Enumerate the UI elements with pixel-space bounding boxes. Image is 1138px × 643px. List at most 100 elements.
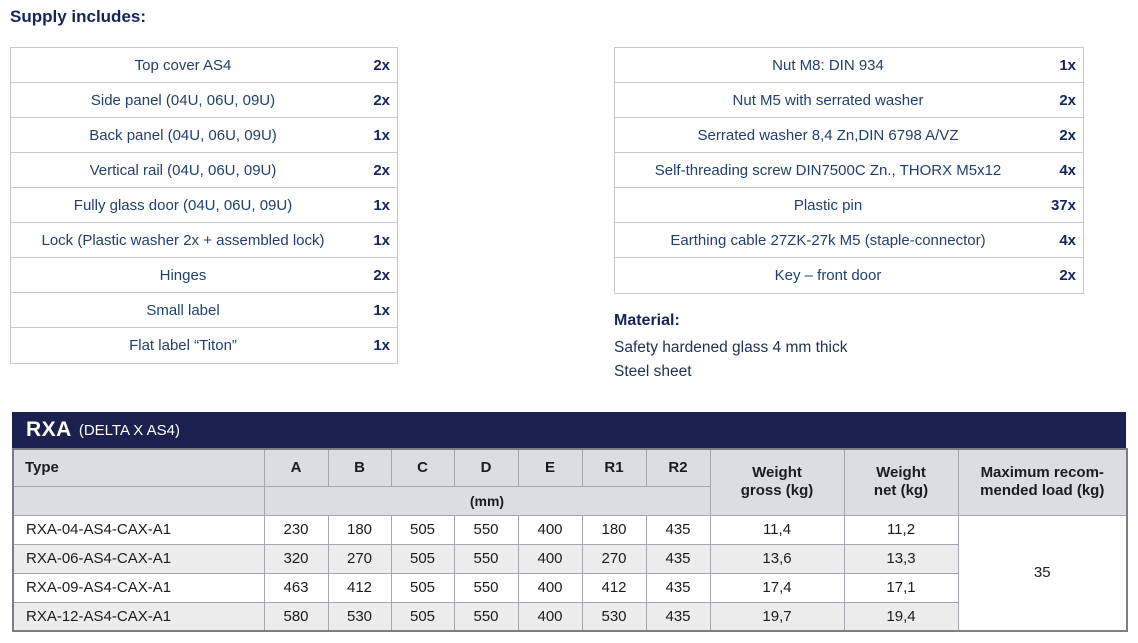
supply-row: Earthing cable 27ZK-27k M5 (staple-conne… — [615, 223, 1083, 258]
cell-weight-gross: 17,4 — [709, 572, 845, 603]
supply-item-label: Flat label “Titon” — [129, 337, 237, 354]
cell-r1: 180 — [581, 514, 647, 545]
supply-item-label: Nut M5 with serrated washer — [732, 91, 924, 109]
cell-d: 550 — [453, 543, 519, 574]
supply-table-left: Top cover AS4 2x Side panel (04U, 06U, 0… — [10, 47, 398, 364]
spec-section: RXA (DELTA X AS4) Type A B C D E R1 R2 — [12, 412, 1128, 632]
supply-item-label: Side panel (04U, 06U, 09U) — [90, 91, 276, 109]
weight-net-line1: Weight — [876, 464, 926, 482]
col-header-r2: R2 — [645, 448, 711, 487]
supply-item-qty: 2x — [1059, 267, 1076, 284]
cell-type: RXA-06-AS4-CAX-A1 — [12, 543, 265, 574]
cell-c: 505 — [390, 601, 455, 632]
supply-item-label: Earthing cable 27ZK-27k M5 (staple-conne… — [670, 231, 986, 249]
material-line: Safety hardened glass 4 mm thick — [614, 339, 848, 356]
spec-table: Type A B C D E R1 R2 Weight gross (kg) We… — [12, 448, 1128, 632]
cell-r2: 435 — [645, 514, 711, 545]
supply-item-label: Back panel (04U, 06U, 09U) — [89, 126, 277, 144]
cell-r2: 435 — [645, 601, 711, 632]
supply-item-qty: 2x — [1059, 126, 1076, 144]
spec-header-row: Type A B C D E R1 R2 Weight gross (kg) We… — [12, 448, 1128, 516]
cell-c: 505 — [390, 572, 455, 603]
col-header-weight-net: Weight net (kg) — [843, 448, 959, 516]
cell-r1: 530 — [581, 601, 647, 632]
supply-item-qty: 4x — [1059, 161, 1076, 179]
col-header-weight-gross: Weight gross (kg) — [709, 448, 845, 516]
supply-item-label: Fully glass door (04U, 06U, 09U) — [73, 196, 293, 214]
cell-e: 400 — [517, 601, 583, 632]
cell-a: 230 — [263, 514, 329, 545]
col-header-max-load: Maximum recom-mended load (kg) — [957, 448, 1128, 516]
supply-row: Flat label “Titon” 1x — [11, 328, 397, 363]
supply-item-qty: 2x — [373, 56, 390, 74]
supply-item-label: Nut M8: DIN 934 — [772, 56, 884, 74]
supply-row: Key – front door 2x — [615, 258, 1083, 293]
cell-c: 505 — [390, 543, 455, 574]
unit-row-empty-cell — [12, 485, 265, 516]
supply-row: Fully glass door (04U, 06U, 09U) 1x — [11, 188, 397, 223]
cell-r2: 435 — [645, 572, 711, 603]
cell-d: 550 — [453, 514, 519, 545]
spec-row: RXA-12-AS4-CAX-A1 580 530 505 550 400 53… — [12, 601, 1127, 632]
supply-row: Vertical rail (04U, 06U, 09U) 2x — [11, 153, 397, 188]
supply-row: Self-threading screw DIN7500C Zn., THORX… — [615, 153, 1083, 188]
cell-a: 463 — [263, 572, 329, 603]
cell-a: 320 — [263, 543, 329, 574]
cell-b: 180 — [327, 514, 392, 545]
cell-type: RXA-04-AS4-CAX-A1 — [12, 514, 265, 545]
supply-item-qty: 1x — [373, 196, 390, 214]
spec-subtitle: (DELTA X AS4) — [78, 421, 180, 439]
supply-row: Side panel (04U, 06U, 09U) 2x — [11, 83, 397, 118]
supply-item-qty: 1x — [1059, 56, 1076, 74]
cell-weight-gross: 11,4 — [709, 514, 845, 545]
cell-e: 400 — [517, 543, 583, 574]
material-section: Material: Safety hardened glass 4 mm thi… — [614, 312, 847, 384]
cell-e: 400 — [517, 572, 583, 603]
supply-item-qty: 37x — [1050, 196, 1076, 214]
col-header-type: Type — [12, 448, 265, 487]
supply-includes-heading: Supply includes: — [10, 7, 147, 26]
cell-type: RXA-12-AS4-CAX-A1 — [12, 601, 265, 632]
supply-item-label: Small label — [146, 301, 220, 319]
col-header-b: B — [327, 448, 392, 487]
cell-weight-net: 17,1 — [843, 572, 959, 603]
supply-item-label: Serrated washer 8,4 Zn,DIN 6798 A/VZ — [697, 126, 959, 144]
supply-row: Serrated washer 8,4 Zn,DIN 6798 A/VZ 2x — [615, 118, 1083, 153]
supply-table-right: Nut M8: DIN 934 1x Nut M5 with serrated … — [614, 47, 1084, 294]
supply-row: Small label 1x — [11, 293, 397, 328]
max-load-line1: Maximum recom- — [980, 464, 1104, 482]
cell-weight-net: 19,4 — [843, 601, 959, 632]
supply-row: Back panel (04U, 06U, 09U) 1x — [11, 118, 397, 153]
supply-item-label: Lock (Plastic washer 2x + assembled lock… — [41, 231, 325, 249]
cell-weight-gross: 19,7 — [709, 601, 845, 632]
supply-item-qty: 1x — [373, 231, 390, 249]
spec-row: RXA-04-AS4-CAX-A1 230 180 505 550 400 18… — [12, 514, 1128, 632]
cell-max-load: 35 — [957, 514, 1128, 632]
spec-row: RXA-06-AS4-CAX-A1 320 270 505 550 400 27… — [12, 543, 1127, 574]
supply-item-qty: 2x — [373, 266, 390, 284]
weight-gross-line2: gross (kg) — [740, 482, 814, 500]
material-line: Steel sheet — [614, 363, 692, 380]
supply-item-qty: 2x — [1059, 91, 1076, 109]
supply-row: Plastic pin 37x — [615, 188, 1083, 223]
supply-row: Nut M8: DIN 934 1x — [615, 48, 1083, 83]
cell-b: 270 — [327, 543, 392, 574]
supply-row: Top cover AS4 2x — [11, 48, 397, 83]
supply-item-qty: 2x — [373, 161, 390, 179]
material-heading: Material: — [614, 312, 680, 329]
supply-item-label: Self-threading screw DIN7500C Zn., THORX… — [654, 161, 1002, 179]
cell-r1: 270 — [581, 543, 647, 574]
supply-item-qty: 1x — [373, 337, 390, 354]
cell-b: 530 — [327, 601, 392, 632]
cell-a: 580 — [263, 601, 329, 632]
cell-d: 550 — [453, 572, 519, 603]
weight-gross-line1: Weight — [752, 464, 802, 482]
spec-title: RXA — [26, 418, 72, 441]
max-load-line2: mended load (kg) — [980, 482, 1105, 500]
supply-item-label: Hinges — [159, 266, 207, 284]
unit-label: (mm) — [263, 485, 711, 516]
cell-weight-net: 13,3 — [843, 543, 959, 574]
col-header-e: E — [517, 448, 583, 487]
cell-b: 412 — [327, 572, 392, 603]
col-header-c: C — [390, 448, 455, 487]
